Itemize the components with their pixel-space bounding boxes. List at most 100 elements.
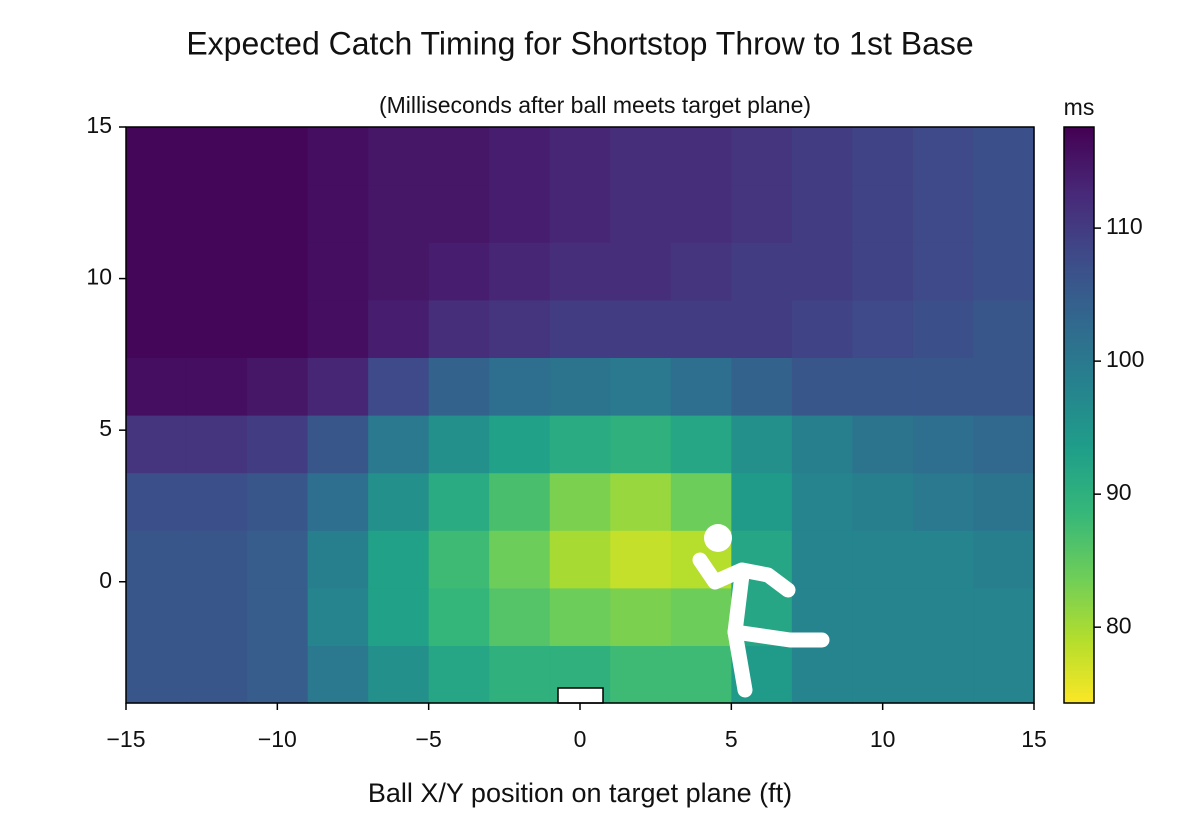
heatmap-cell <box>791 127 853 186</box>
colorbar-swatch <box>1064 147 1094 150</box>
colorbar-swatch <box>1064 299 1094 302</box>
heatmap-cell <box>973 645 1035 704</box>
heatmap-cell <box>791 415 853 474</box>
heatmap-cell <box>973 127 1035 186</box>
colorbar-swatch <box>1064 373 1094 376</box>
colorbar-swatch <box>1064 349 1094 352</box>
colorbar-swatch <box>1064 405 1094 408</box>
overlay <box>557 524 830 704</box>
heatmap-cell <box>549 530 611 589</box>
colorbar-swatch <box>1064 697 1094 700</box>
heatmap-cell <box>731 242 793 301</box>
colorbar-swatch <box>1064 549 1094 552</box>
heatmap-cell <box>428 587 490 646</box>
colorbar-swatch <box>1064 519 1094 522</box>
heatmap-cell <box>610 415 672 474</box>
colorbar-swatch <box>1064 563 1094 566</box>
colorbar-swatch <box>1064 303 1094 306</box>
colorbar-swatch <box>1064 463 1094 466</box>
colorbar-swatch <box>1064 699 1094 702</box>
colorbar-swatch <box>1064 243 1094 246</box>
heatmap-cell <box>126 357 188 416</box>
heatmap-cell <box>610 587 672 646</box>
colorbar-swatch <box>1064 651 1094 654</box>
heatmap-cell <box>186 357 248 416</box>
colorbar-swatch <box>1064 493 1094 496</box>
colorbar-swatch <box>1064 371 1094 374</box>
colorbar-swatch <box>1064 211 1094 214</box>
colorbar-swatch <box>1064 569 1094 572</box>
colorbar-swatch <box>1064 605 1094 608</box>
heatmap-cell <box>368 415 430 474</box>
x-tick-label: −15 <box>106 726 145 752</box>
colorbar-swatch <box>1064 679 1094 682</box>
colorbar-swatch <box>1064 325 1094 328</box>
colorbar-swatch <box>1064 377 1094 380</box>
colorbar-swatch <box>1064 159 1094 162</box>
heatmap-cell <box>489 587 551 646</box>
colorbar-swatch <box>1064 351 1094 354</box>
heatmap-cell <box>489 415 551 474</box>
colorbar-swatch <box>1064 367 1094 370</box>
colorbar-swatch <box>1064 385 1094 388</box>
colorbar-swatch <box>1064 345 1094 348</box>
colorbar-swatch <box>1064 255 1094 258</box>
plot-frame <box>125 126 1035 704</box>
colorbar-swatch <box>1064 309 1094 312</box>
colorbar-swatch <box>1064 475 1094 478</box>
colorbar-swatch <box>1064 691 1094 694</box>
heatmap-cell <box>549 242 611 301</box>
colorbar-swatch <box>1064 579 1094 582</box>
heatmap-cell <box>307 530 369 589</box>
heatmap-cell <box>670 472 732 531</box>
colorbar-swatch <box>1064 527 1094 530</box>
colorbar-swatch <box>1064 319 1094 322</box>
heatmap-cell <box>368 530 430 589</box>
colorbar-swatch <box>1064 359 1094 362</box>
colorbar-swatch <box>1064 171 1094 174</box>
colorbar-swatch <box>1064 553 1094 556</box>
colorbar-swatch <box>1064 403 1094 406</box>
colorbar-swatch <box>1064 277 1094 280</box>
colorbar-swatch <box>1064 433 1094 436</box>
heatmap-cell <box>791 530 853 589</box>
x-axis-label: Ball X/Y position on target plane (ft) <box>368 778 792 808</box>
heatmap-cell <box>368 587 430 646</box>
colorbar-swatch <box>1064 421 1094 424</box>
colorbar-swatch <box>1064 439 1094 442</box>
colorbar-swatch <box>1064 407 1094 410</box>
colorbar-swatch <box>1064 201 1094 204</box>
heatmap-cell <box>368 242 430 301</box>
colorbar-swatch <box>1064 461 1094 464</box>
colorbar-tick-label: 110 <box>1106 213 1143 239</box>
colorbar-swatch <box>1064 491 1094 494</box>
heatmap-cell <box>852 299 914 358</box>
colorbar-swatch <box>1064 143 1094 146</box>
colorbar-swatch <box>1064 619 1094 622</box>
colorbar-swatch <box>1064 241 1094 244</box>
colorbar-swatch <box>1064 281 1094 284</box>
colorbar-swatch <box>1064 453 1094 456</box>
runner-icon <box>692 524 830 698</box>
colorbar-swatch <box>1064 317 1094 320</box>
colorbar-swatch <box>1064 169 1094 172</box>
colorbar-swatch <box>1064 473 1094 476</box>
colorbar-swatch <box>1064 347 1094 350</box>
colorbar-swatch <box>1064 233 1094 236</box>
colorbar-swatch <box>1064 499 1094 502</box>
colorbar-swatch <box>1064 593 1094 596</box>
colorbar-swatch <box>1064 413 1094 416</box>
heatmap-cell <box>307 587 369 646</box>
colorbar-swatch <box>1064 311 1094 314</box>
heatmap-cell <box>912 299 975 358</box>
colorbar-swatch <box>1064 275 1094 278</box>
colorbar-swatch <box>1064 131 1094 134</box>
heatmap-cell <box>670 415 732 474</box>
colorbar-swatch <box>1064 675 1094 678</box>
colorbar-swatch <box>1064 273 1094 276</box>
heatmap-cell <box>247 299 309 358</box>
colorbar-swatch <box>1064 663 1094 666</box>
colorbar-swatch <box>1064 199 1094 202</box>
colorbar-swatch <box>1064 639 1094 642</box>
colorbar-swatch <box>1064 621 1094 624</box>
